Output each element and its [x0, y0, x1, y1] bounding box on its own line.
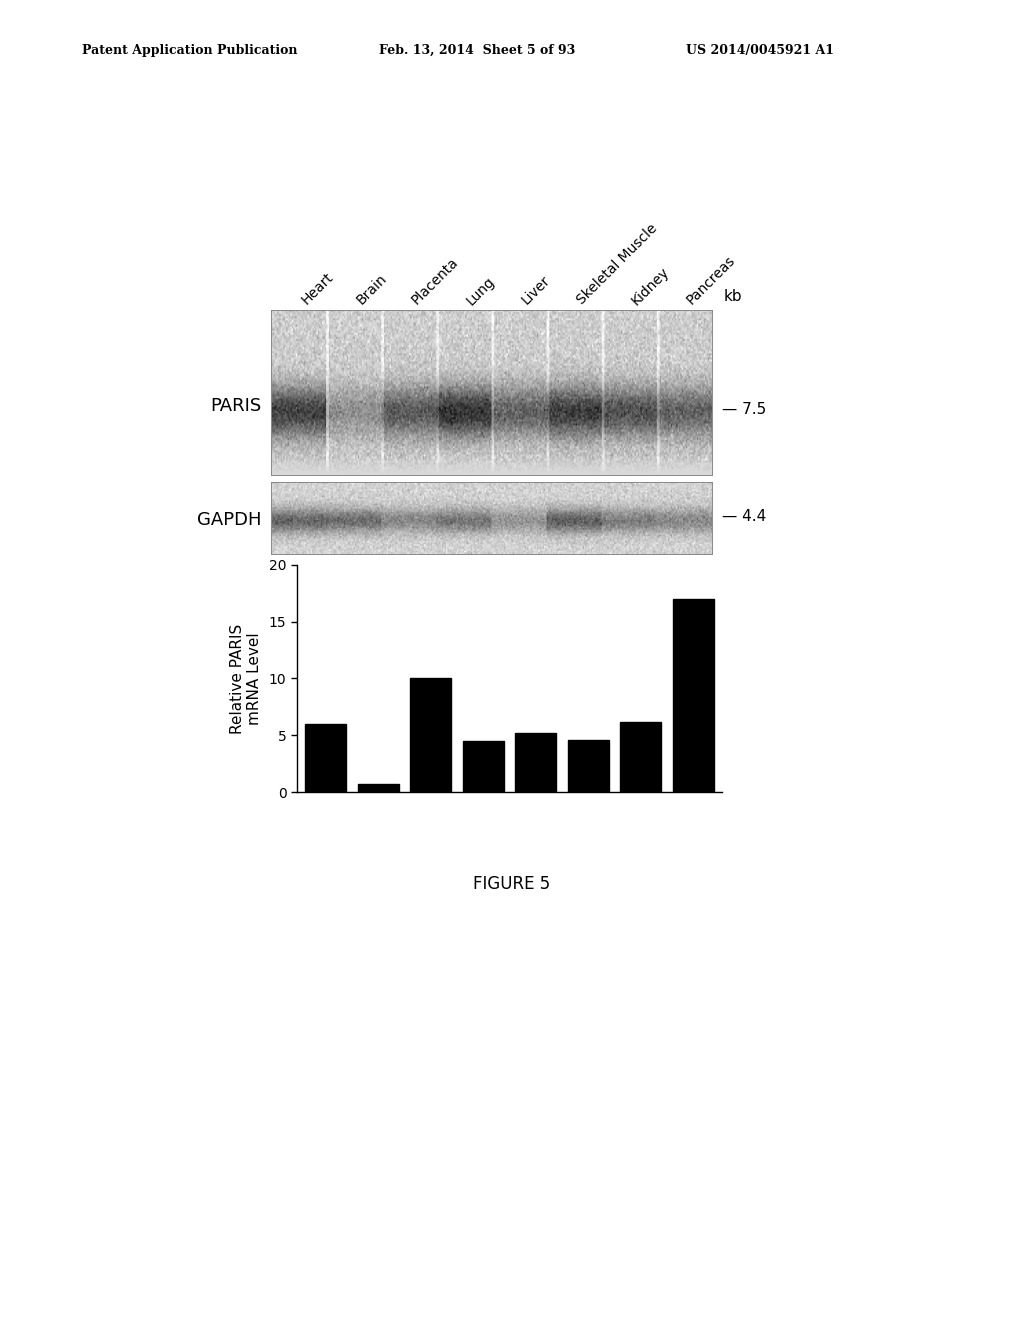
Text: Skeletal Muscle: Skeletal Muscle — [574, 222, 660, 308]
Bar — [463, 741, 504, 792]
Text: FIGURE 5: FIGURE 5 — [473, 875, 551, 894]
Bar — [567, 739, 608, 792]
Text: Heart: Heart — [299, 271, 336, 308]
Bar — [357, 784, 398, 792]
Text: — 4.4: — 4.4 — [722, 510, 766, 524]
Bar — [305, 723, 346, 792]
Bar — [673, 599, 714, 792]
Text: Pancreas: Pancreas — [684, 253, 738, 308]
Text: — 7.5: — 7.5 — [722, 401, 766, 417]
Bar — [411, 678, 452, 792]
Text: kb: kb — [724, 289, 742, 304]
Text: PARIS: PARIS — [210, 397, 261, 414]
Text: Patent Application Publication: Patent Application Publication — [82, 44, 297, 57]
Text: US 2014/0045921 A1: US 2014/0045921 A1 — [686, 44, 835, 57]
Text: GAPDH: GAPDH — [197, 511, 261, 528]
Text: Feb. 13, 2014  Sheet 5 of 93: Feb. 13, 2014 Sheet 5 of 93 — [379, 44, 575, 57]
Text: Lung: Lung — [464, 273, 498, 308]
Bar — [621, 722, 662, 792]
Bar — [515, 733, 556, 792]
Text: Kidney: Kidney — [629, 264, 673, 308]
Text: Liver: Liver — [519, 273, 553, 308]
Text: Brain: Brain — [354, 272, 390, 308]
Text: Placenta: Placenta — [409, 255, 461, 308]
Y-axis label: Relative PARIS
mRNA Level: Relative PARIS mRNA Level — [229, 623, 262, 734]
